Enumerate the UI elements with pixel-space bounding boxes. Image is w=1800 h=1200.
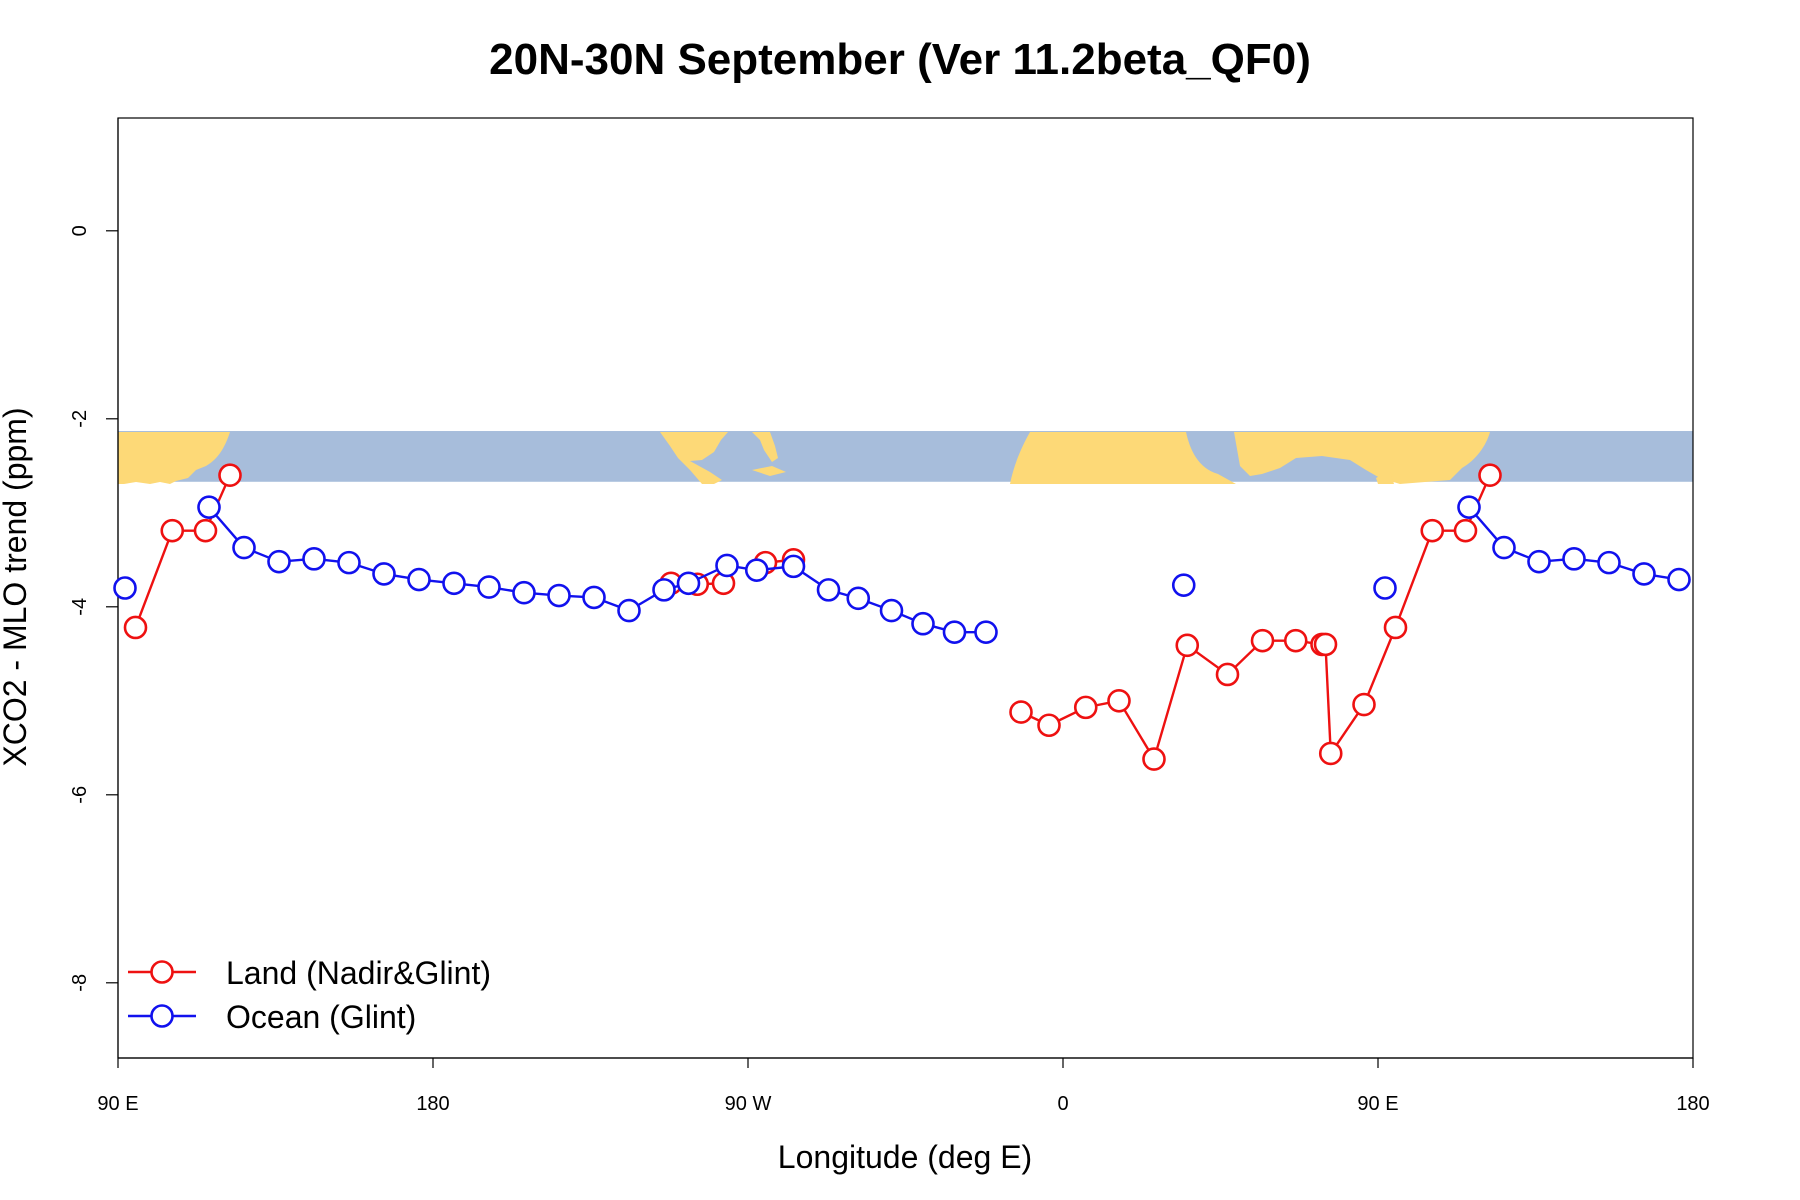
data-point-land — [160, 518, 185, 543]
data-point-ocean — [1171, 573, 1196, 597]
y-axis: 0 -2 -4 -6 -8 XCO2 - MLO trend (ppm) — [0, 118, 119, 1058]
x-axis: 90 E 180 90 W 0 90 E 180 Longitude (deg … — [97, 1057, 1710, 1175]
data-point-land — [1037, 713, 1061, 738]
data-point-ocean — [715, 553, 739, 578]
data-point-land — [1215, 662, 1240, 687]
data-point-ocean — [911, 611, 935, 636]
x-tick-label: 90 E — [97, 1093, 138, 1115]
data-point-ocean — [197, 495, 221, 519]
data-point-land — [1383, 615, 1408, 640]
legend-marker-land — [150, 960, 174, 984]
data-point-land — [1283, 628, 1308, 653]
legend-label-ocean: Ocean (Glint) — [226, 999, 416, 1035]
data-point-ocean — [676, 571, 701, 596]
data-point-land — [193, 518, 218, 543]
data-point-ocean — [442, 571, 466, 596]
data-point-ocean — [744, 558, 769, 582]
data-point-ocean — [302, 547, 326, 571]
data-point-ocean — [512, 580, 536, 605]
data-point-land — [1318, 741, 1343, 766]
map-land-africa-middle-east — [1010, 432, 1236, 484]
x-axis-title: Longitude (deg E) — [778, 1139, 1032, 1175]
data-point-ocean — [974, 620, 998, 644]
data-point-land — [1250, 628, 1275, 653]
chart-title: 20N-30N September (Ver 11.2beta_QF0) — [489, 35, 1311, 84]
data-point-ocean — [1492, 535, 1516, 560]
data-point-land — [218, 463, 242, 488]
data-point-ocean — [337, 550, 361, 575]
x-tick-label: 180 — [1676, 1093, 1709, 1115]
y-tick-label: -2 — [69, 410, 91, 428]
data-point-ocean — [547, 583, 571, 608]
data-point-ocean — [1667, 567, 1691, 592]
data-point-land — [1352, 692, 1376, 717]
data-point-land — [1142, 747, 1166, 771]
data-point-ocean — [372, 562, 396, 586]
data-point-ocean — [942, 620, 967, 644]
y-axis-title: XCO2 - MLO trend (ppm) — [0, 407, 33, 766]
map-land-asia-west — [118, 432, 230, 484]
series-line-ocean — [208, 506, 986, 634]
data-point-ocean — [1562, 547, 1586, 571]
data-point-ocean — [1457, 495, 1481, 519]
map-land-india-tip — [1376, 470, 1394, 484]
data-point-land — [1009, 700, 1033, 724]
data-point-land — [123, 615, 148, 640]
data-point-ocean — [846, 586, 871, 611]
data-point-ocean — [1373, 576, 1397, 600]
map-land-florida — [752, 432, 778, 462]
data-point-land — [1313, 632, 1338, 657]
data-point-ocean — [1632, 562, 1656, 586]
data-point-ocean — [617, 598, 641, 623]
y-tick-label: -8 — [69, 974, 91, 992]
data-point-ocean — [267, 549, 291, 574]
x-tick-label: 0 — [1057, 1093, 1068, 1115]
plot-frame — [117, 117, 1694, 1059]
data-point-ocean — [781, 554, 806, 579]
y-tick-label: -4 — [69, 598, 91, 616]
data-point-land — [1107, 688, 1131, 713]
data-point-land — [1420, 518, 1445, 543]
data-point-ocean — [1597, 550, 1621, 575]
series-layer — [113, 463, 1691, 771]
world-map-strip — [118, 431, 1693, 484]
data-point-ocean — [113, 576, 137, 600]
x-tick-label: 90 E — [1357, 1093, 1398, 1115]
legend: Land (Nadir&Glint) Ocean (Glint) — [128, 955, 491, 1035]
x-tick-label: 90 W — [725, 1093, 772, 1115]
data-point-land — [1175, 633, 1200, 658]
series-land — [123, 463, 1502, 771]
data-point-ocean — [879, 598, 904, 623]
data-point-land — [1478, 463, 1502, 488]
map-land-cuba — [752, 466, 786, 476]
data-point-ocean — [232, 535, 256, 560]
data-point-ocean — [1527, 549, 1551, 574]
y-tick-label: -6 — [69, 786, 91, 804]
data-point-ocean — [407, 567, 431, 592]
data-point-land — [1073, 695, 1098, 720]
y-tick-label: 0 — [69, 225, 91, 236]
legend-label-land: Land (Nadir&Glint) — [226, 955, 491, 991]
map-land-north-america — [660, 432, 728, 484]
series-ocean — [113, 495, 1691, 644]
map-land-arabia-asia — [1234, 432, 1490, 484]
x-tick-label: 180 — [416, 1093, 449, 1115]
legend-marker-ocean — [150, 1004, 174, 1028]
data-point-land — [1453, 518, 1478, 543]
data-point-ocean — [582, 585, 606, 610]
data-point-ocean — [816, 578, 841, 602]
data-point-ocean — [477, 575, 501, 599]
data-point-ocean — [652, 578, 676, 602]
